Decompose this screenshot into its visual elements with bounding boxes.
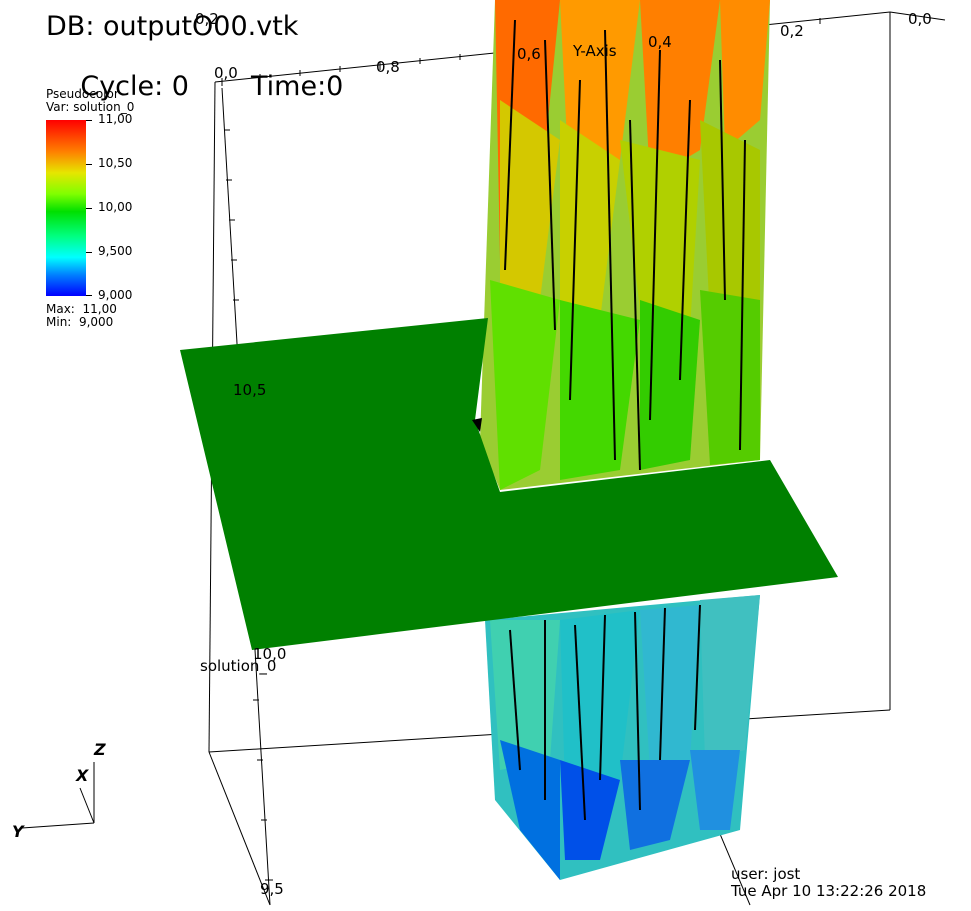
- colorbar-tick: [86, 208, 92, 209]
- colorbar-tick-label: 10,00: [98, 200, 133, 214]
- left-axis-tick-label: 9,5: [260, 880, 284, 898]
- cycle-label: Cycle: 0: [80, 71, 189, 102]
- legend: Pseudocolor Var: solution_0: [46, 88, 134, 114]
- left-axis-title: solution_0: [200, 657, 277, 675]
- cycle-time-line: Cycle: 0 Time:0: [46, 42, 343, 132]
- top-axis-tick-label: 0,6: [517, 45, 541, 63]
- legend-plot-type: Pseudocolor: [46, 87, 119, 101]
- colorbar-tick-label: 11,00: [98, 112, 133, 126]
- axis-triad: [21, 762, 95, 829]
- colorbar-tick: [86, 120, 92, 121]
- upper-surface-spikes: [480, 0, 770, 490]
- triad-x-label: X: [76, 766, 89, 785]
- legend-max: Max: 11,00: [46, 302, 117, 316]
- colorbar-tick-label: 9,000: [98, 288, 133, 302]
- date-label: Tue Apr 10 13:22:26 2018: [731, 882, 927, 900]
- solution-plane: [180, 318, 838, 650]
- lower-surface-spikes: [485, 595, 760, 880]
- colorbar: [46, 120, 86, 296]
- colorbar-tick: [86, 164, 92, 165]
- user-label: user: jost: [731, 865, 801, 883]
- triad-z-label: Z: [94, 740, 106, 759]
- left-axis-tick-label: 10,0: [253, 645, 287, 663]
- top-axis-title: Y-Axis: [573, 42, 617, 60]
- top-axis-tick-label: 0,0: [214, 64, 238, 82]
- top-axis-tick-label: 0,2: [780, 22, 804, 40]
- top-axis-tick-label: 0,0: [908, 10, 932, 28]
- top-axis-tick-label: 0,4: [648, 33, 672, 51]
- plane-notch-shadow: [472, 418, 482, 432]
- legend-min: Min: 9,000: [46, 315, 114, 329]
- db-title: DB: outputO00.vtk: [46, 11, 299, 42]
- colorbar-tick: [86, 295, 92, 296]
- corner-label: 0,2: [195, 10, 219, 28]
- colorbar-tick: [86, 252, 92, 253]
- triad-y-label: Y: [12, 822, 24, 841]
- colorbar-tick-label: 10,50: [98, 156, 133, 170]
- left-axis-tick-label: 10,5: [233, 381, 267, 399]
- colorbar-tick-label: 9,500: [98, 244, 133, 258]
- time-label: Time:0: [251, 71, 344, 102]
- user-info: user: jost Tue Apr 10 13:22:26 2018: [731, 866, 926, 900]
- top-axis-tick-label: 0,8: [376, 58, 400, 76]
- legend-var-label: Var: solution_0: [46, 100, 135, 114]
